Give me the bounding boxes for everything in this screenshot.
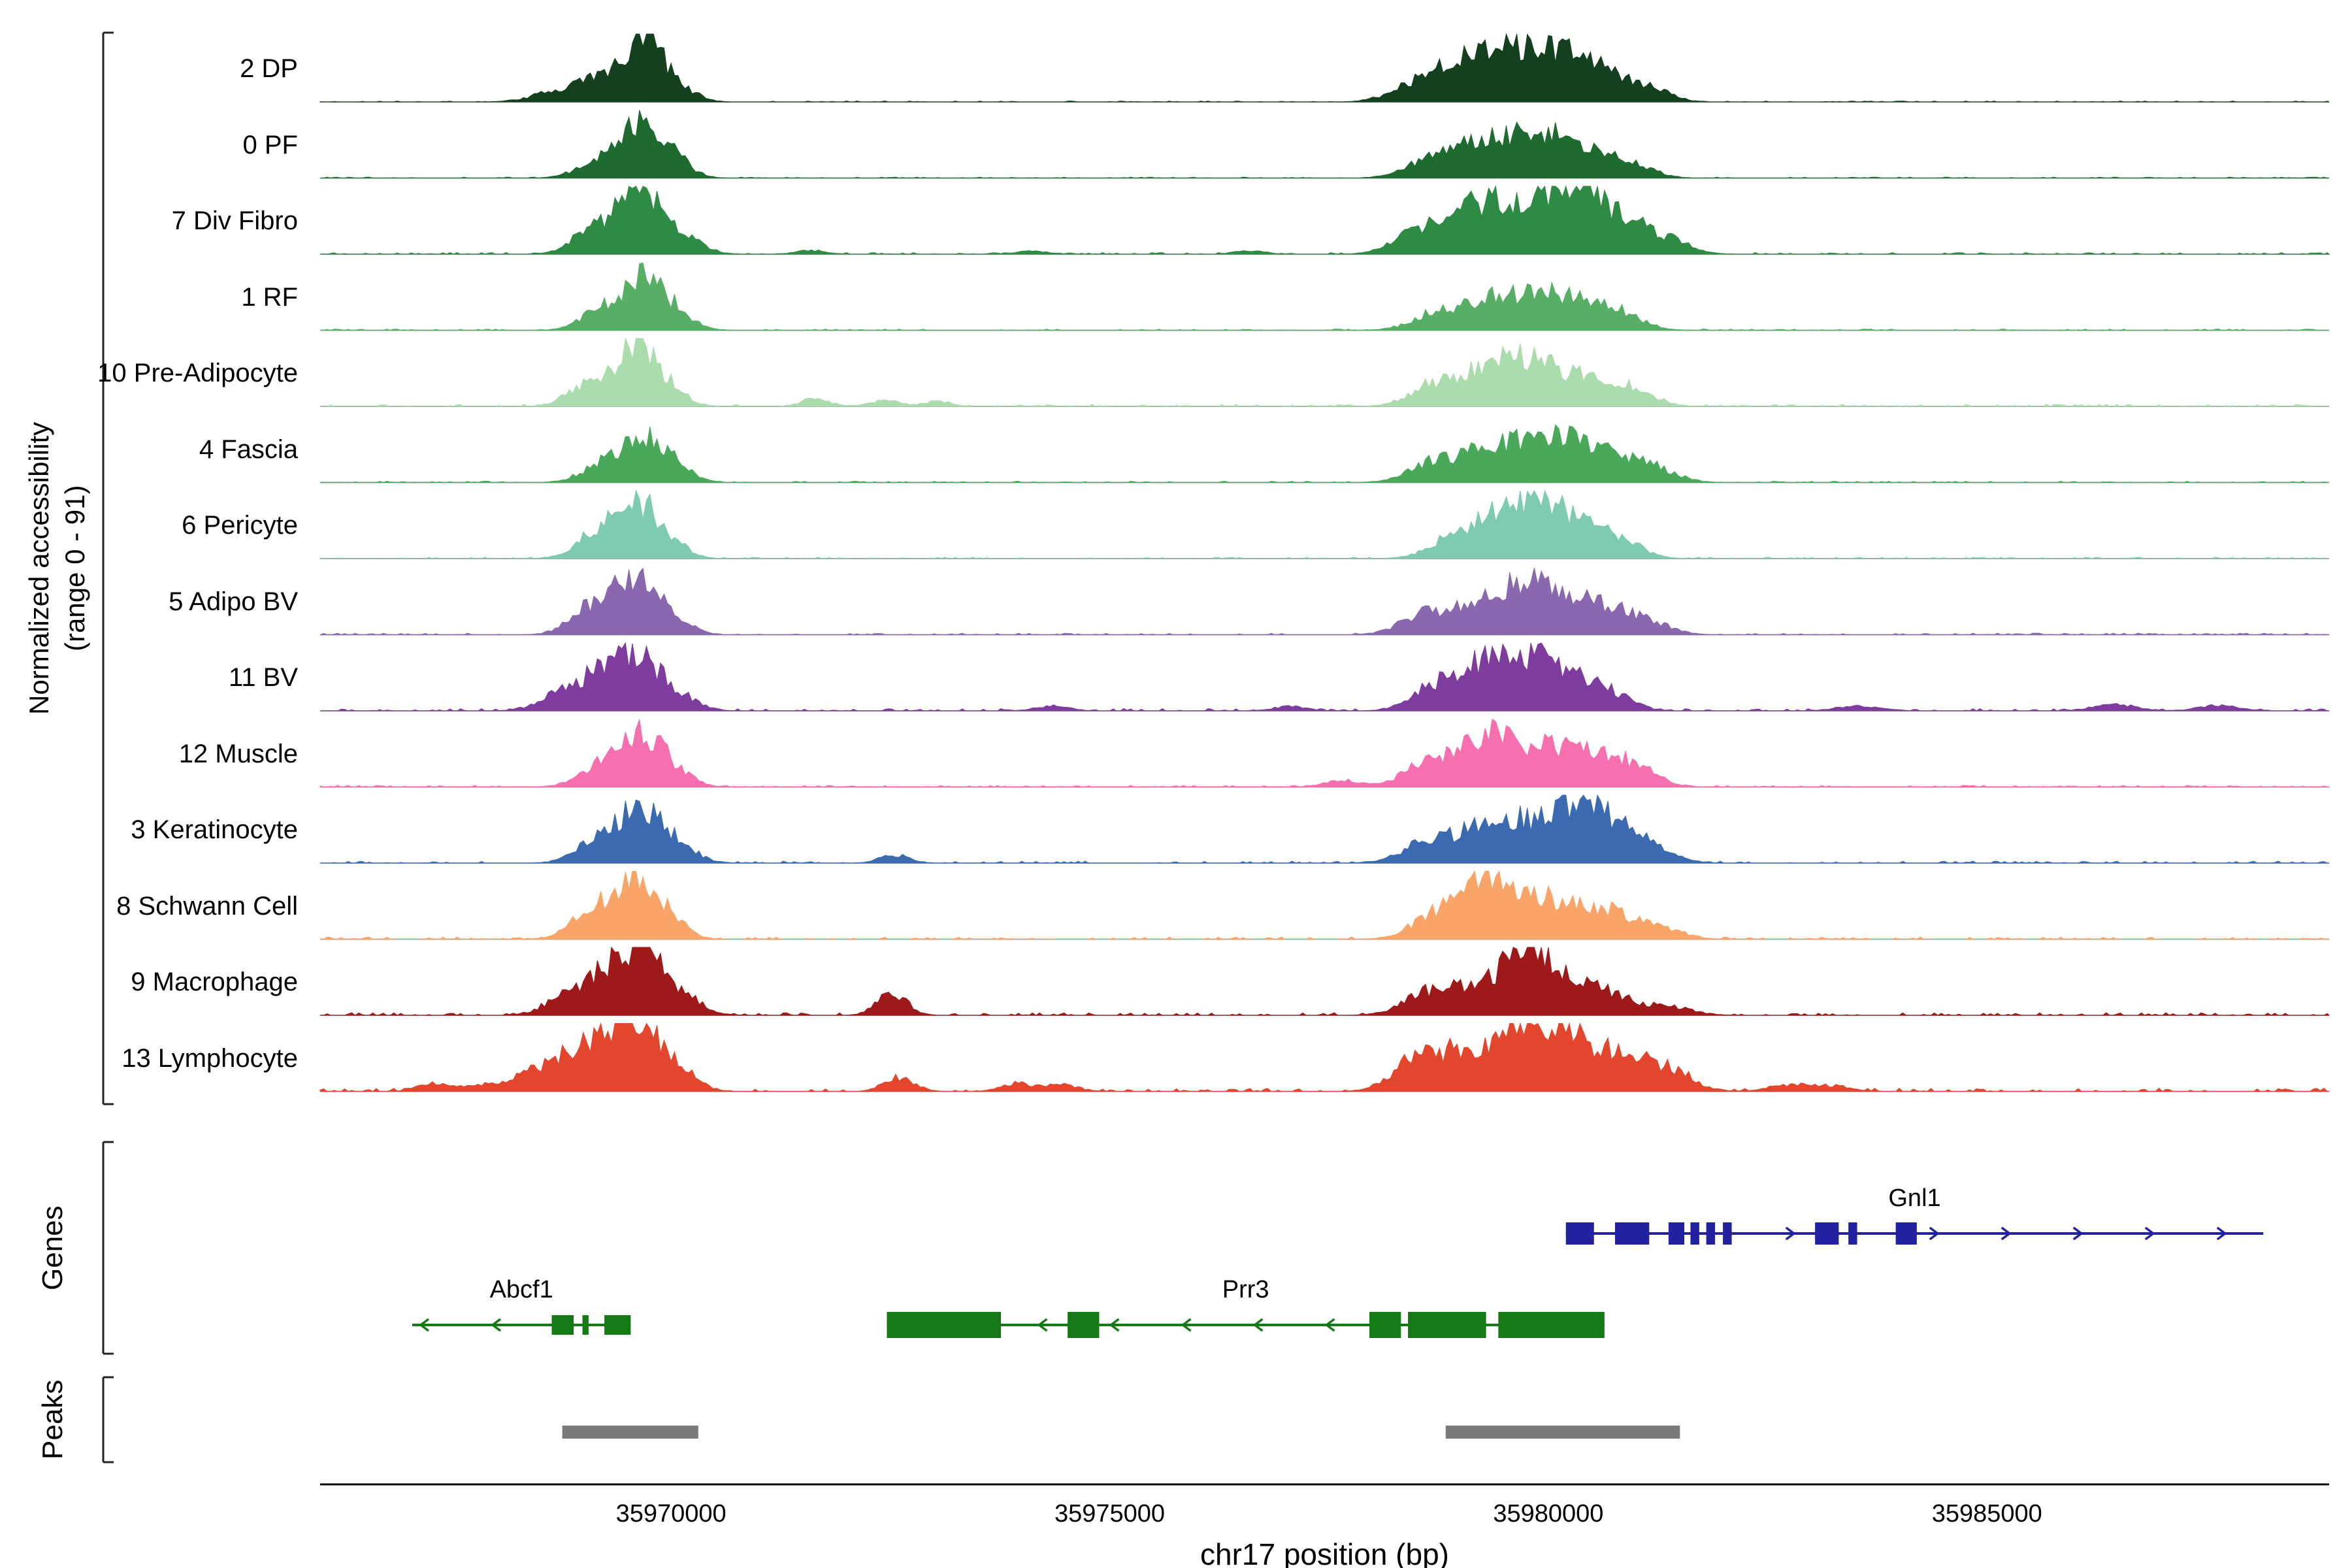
track-label: 0 PF [242,130,298,159]
gene-exon [1369,1312,1401,1338]
genes-section-label: Genes [37,1205,69,1290]
gene-label: Abcf1 [489,1276,553,1303]
track-signal [319,489,2329,559]
gene-exon [1408,1312,1486,1338]
track-signal [320,946,2330,1016]
gene-exon [604,1315,631,1335]
track-label: 10 Pre-Adipocyte [97,359,298,387]
gene-strand-arrow [1324,1318,1335,1332]
track-label: 7 Div Fibro [171,206,298,235]
track-signal [319,567,2329,636]
x-axis-title: chr17 position (bp) [1200,1537,1449,1568]
track-signal [320,794,2329,864]
gene-exon [1690,1222,1699,1245]
gene-strand-arrow [2144,1226,2155,1241]
gene-strand-arrow [419,1318,430,1332]
gene-strand-arrow [2216,1226,2227,1241]
track-label: 6 Pericyte [182,511,298,540]
gene-label: Prr3 [1222,1276,1269,1303]
gene-strand-arrow [2001,1226,2012,1241]
track-label: 9 Macrophage [131,968,298,996]
gene-exon [1565,1222,1594,1245]
gene-exon [1848,1222,1857,1245]
gene-exon [1706,1222,1716,1245]
peak-region-bar [562,1426,698,1439]
gene-exon [1068,1312,1100,1338]
track-signal [320,424,2329,483]
track-signal [320,642,2329,711]
gene-strand-arrow [1181,1318,1192,1332]
gene-exon [1895,1222,1917,1245]
track-label: 3 Keratinocyte [131,815,298,844]
track-signal [320,110,2329,179]
track-label: 13 Lymphocyte [122,1043,298,1073]
peaks-section-label: Peaks [37,1379,69,1460]
x-tick-label: 35980000 [1493,1500,1604,1527]
x-tick-label: 35985000 [1931,1500,2042,1527]
gene-exon [551,1315,574,1335]
track-signal [320,337,2329,407]
track-signal [320,185,2330,255]
gene-exon [1614,1222,1650,1245]
gene-exon [1815,1222,1839,1245]
track-label: 5 Adipo BV [169,587,298,616]
track-signal [320,262,2329,331]
gene-exon [582,1315,589,1335]
peak-region-bar [1445,1426,1680,1439]
y-axis-label-line1: Normalized accessibility [24,421,54,715]
gene-exon [1498,1312,1605,1338]
gene-exon [1723,1222,1732,1245]
track-signal [319,718,2329,788]
track-label: 11 BV [229,663,298,692]
track-signal [319,1022,2329,1092]
y-axis-label-line2: (range 0 - 91) [59,485,90,652]
gene-strand-arrow [1929,1226,1940,1241]
track-signal [320,870,2329,940]
track-signal [319,33,2330,103]
track-label: 4 Fascia [199,434,298,464]
y-axis-label: Normalized accessibility (range 0 - 91) [24,33,95,1104]
gene-strand-arrow [1109,1318,1120,1332]
track-label: 12 Muscle [178,739,298,768]
gene-label: Gnl1 [1888,1184,1941,1212]
gene-strand-arrow [491,1318,502,1332]
gene-exon [887,1312,1002,1338]
track-label: 1 RF [241,282,298,312]
gene-strand-arrow [1037,1318,1048,1332]
track-label: 2 DP [240,54,298,83]
track-label: 8 Schwann Cell [116,891,298,921]
gene-exon [1668,1222,1685,1245]
gene-strand-arrow [2072,1226,2083,1241]
x-tick-label: 35970000 [615,1500,727,1527]
x-tick-label: 35975000 [1054,1500,1166,1527]
gene-strand-arrow [1785,1226,1796,1241]
gene-strand-arrow [1252,1318,1264,1332]
